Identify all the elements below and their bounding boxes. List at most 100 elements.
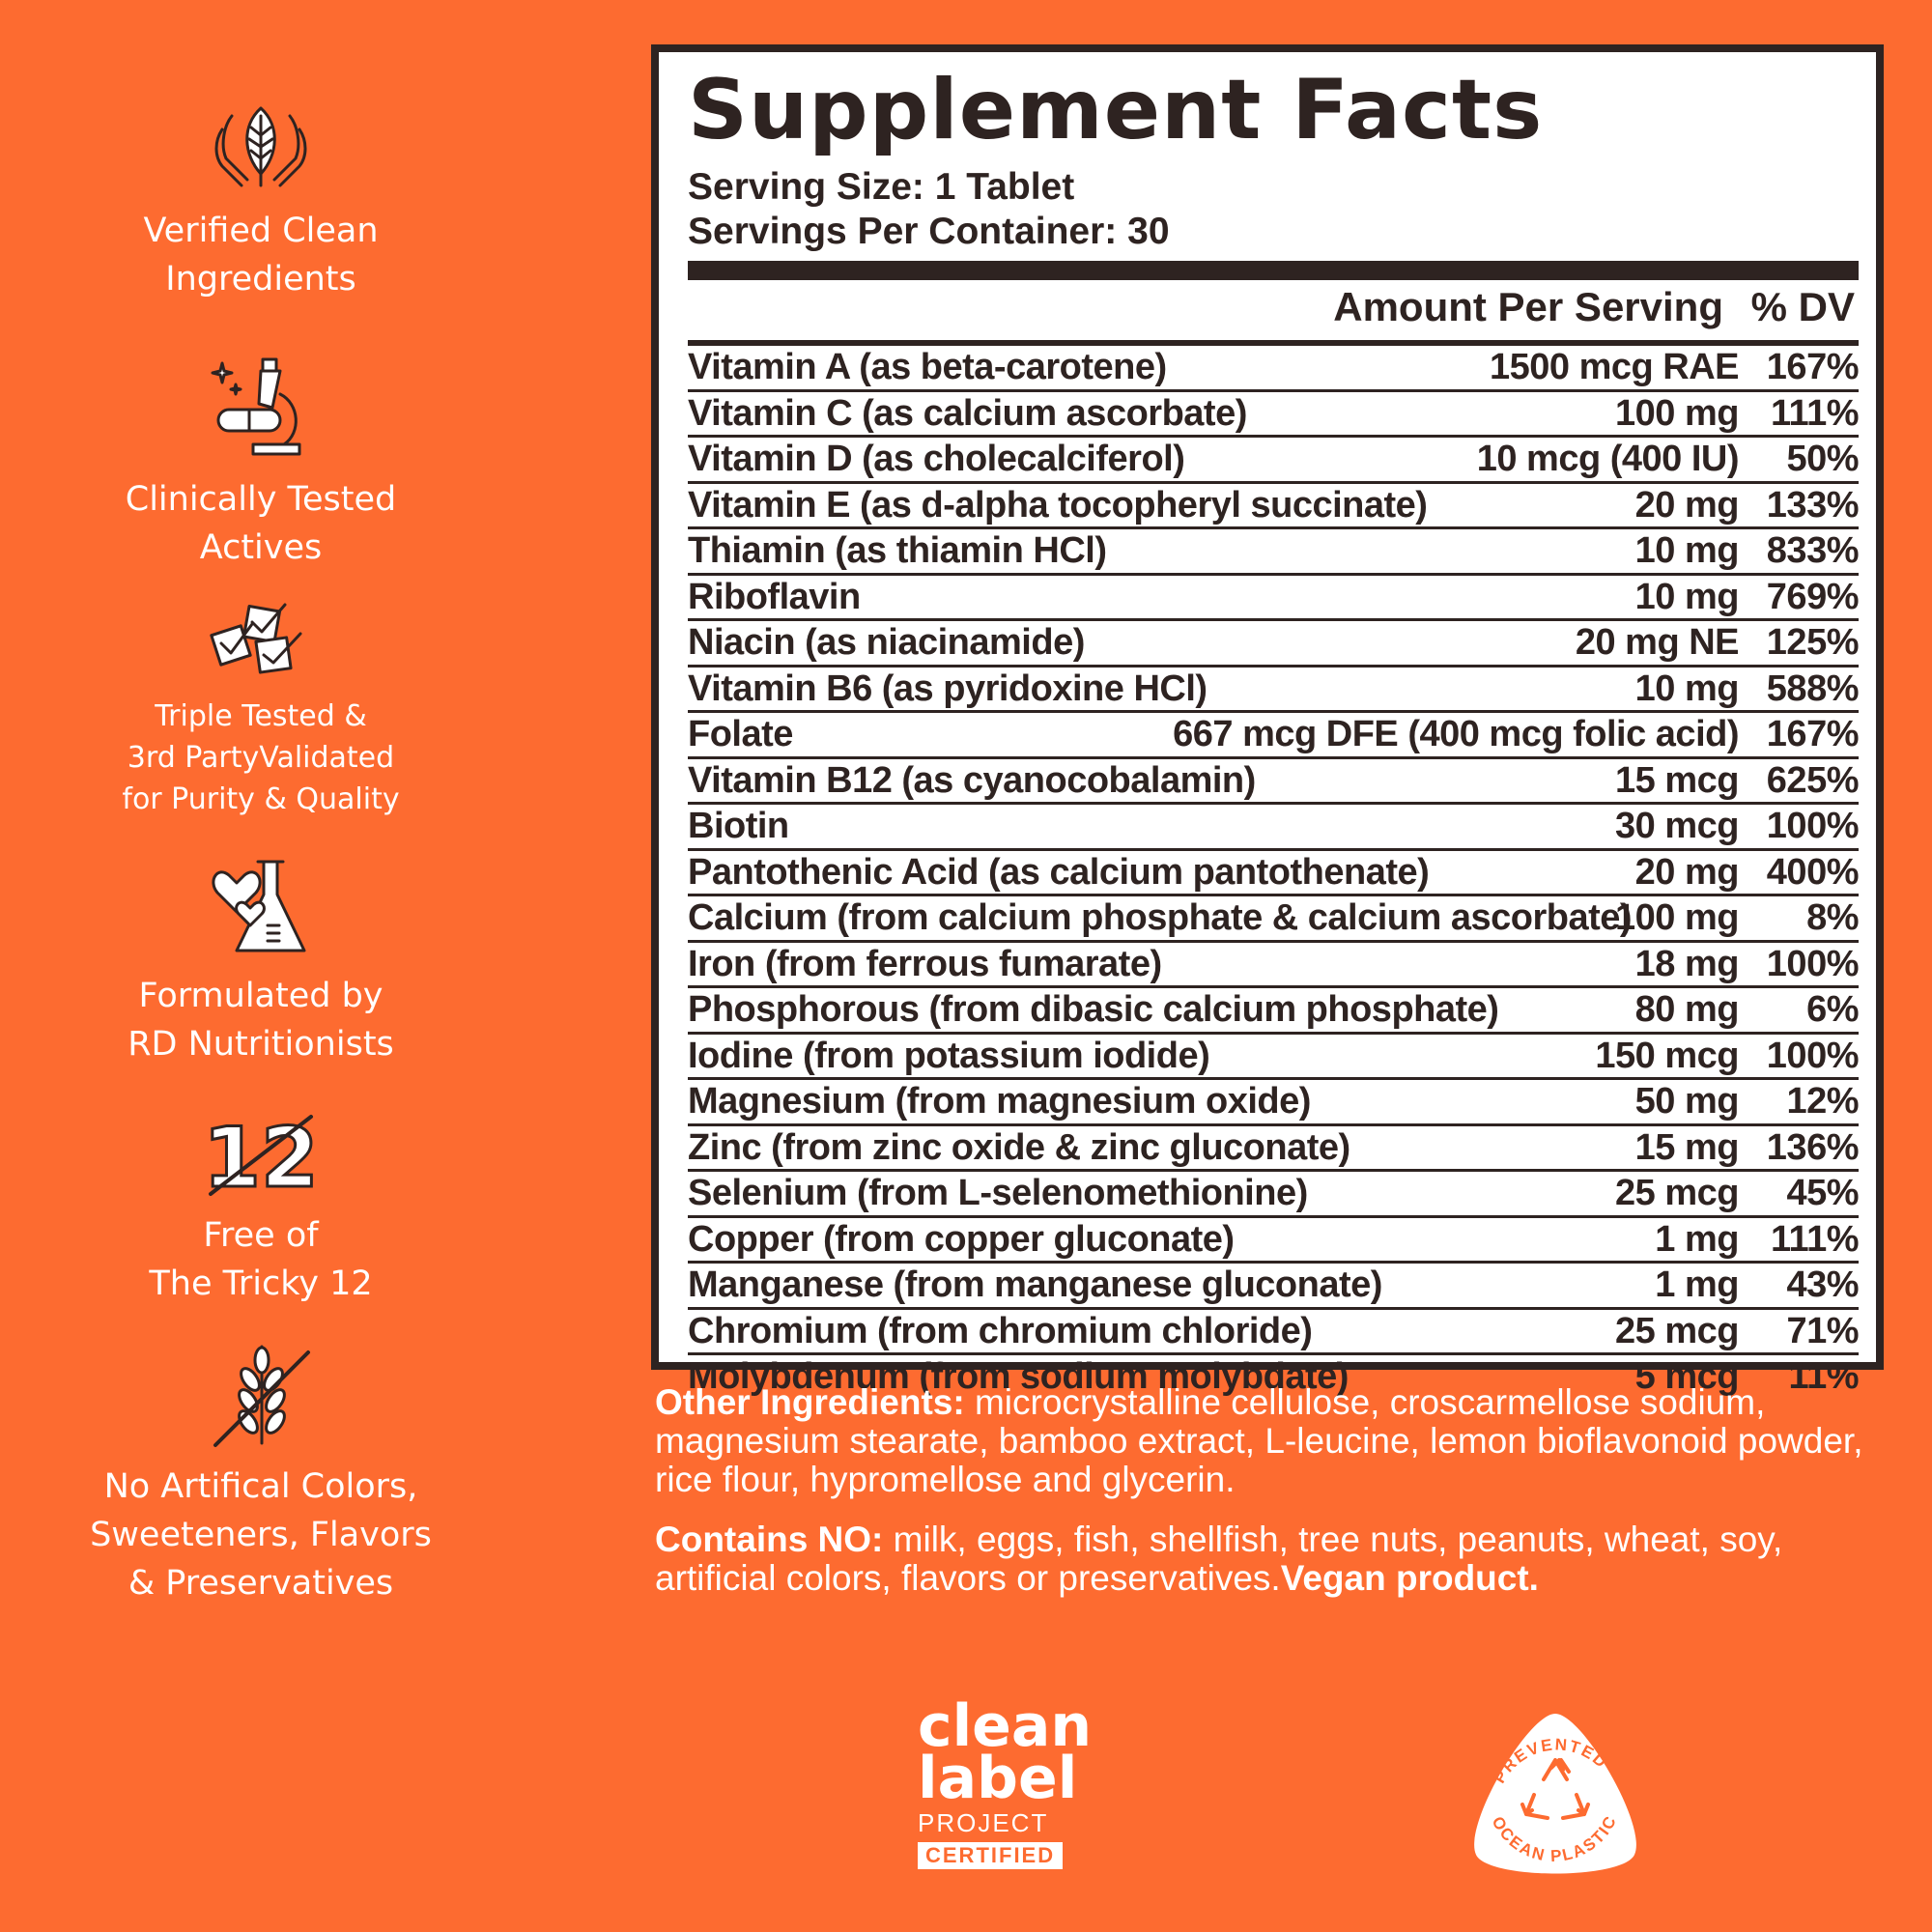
nutrient-amount: 1 mg [1655,1264,1739,1305]
other-ingredients-text: microcrystalline cellulose, croscarmello… [655,1382,1863,1499]
feature-label: Verified Clean Ingredients [143,212,379,298]
nutrient-name: Vitamin B12 (as cyanocobalamin) [688,759,1256,801]
feature-label: Triple Tested & 3rd PartyValidated for P… [122,699,400,816]
nutrient-amount: 20 mg [1634,851,1740,893]
facts-row: Vitamin B12 (as cyanocobalamin) 15 mcg 625… [688,759,1860,805]
facts-row: Pantothenic Acid (as calcium pantothenat… [688,851,1860,896]
facts-row: Zinc (from zinc oxide & zinc gluconate) 1… [688,1126,1860,1172]
nutrient-dv: 625% [1766,759,1860,801]
nutrient-name: Iron (from ferrous fumarate) [688,943,1162,984]
nutrient-amount: 5 mcg [1634,1356,1740,1397]
nutrient-name: Biotin [688,806,789,846]
nutrient-name: Vitamin A (as beta-carotene) [688,347,1167,387]
nutrient-dv: 125% [1766,622,1860,663]
nutrient-amount: 20 mg [1634,484,1740,526]
nutrient-name: Pantothenic Acid (as calcium pantothenat… [688,851,1430,893]
badge-shape [1474,1714,1636,1874]
nutrient-dv: 100% [1766,806,1860,846]
facts-row: Folate 667 mcg DFE (400 mcg folic acid) 16… [688,713,1860,759]
facts-row: Phosphorous (from dibasic calcium phosph… [688,988,1859,1035]
amount-header: Amount Per Serving [1333,284,1723,329]
facts-row: Vitamin B6 (as pyridoxine HCl) 10 mg 588% [688,668,1860,713]
clean-label-word1: clean [918,1692,1093,1760]
nutrient-dv: 588% [1766,668,1860,709]
nutrient-name: Vitamin B6 (as pyridoxine HCl) [688,668,1208,709]
facts-title: Supplement Facts [688,62,1544,158]
nutrient-dv: 100% [1766,1035,1860,1076]
nutrient-dv: 71% [1786,1310,1859,1351]
nutrient-dv: 12% [1786,1081,1859,1122]
facts-row: Copper (from copper gluconate) 1 mg 111% [688,1218,1860,1264]
microscope-pill-icon [211,357,301,456]
facts-row: Niacin (as niacinamide) 20 mg NE 125% [688,621,1860,668]
ocean-plastic-badge: PREVENTED OCEAN PLASTIC [1474,1714,1636,1874]
facts-row: Magnesium (from magnesium oxide) 50 mg 12% [688,1080,1859,1126]
nutrient-dv: 43% [1786,1264,1859,1305]
nutrient-name: Copper (from copper gluconate) [688,1218,1235,1260]
header-divider [688,340,1859,346]
nutrient-dv: 11% [1788,1356,1860,1397]
facts-row: Iodine (from potassium iodide) 150 mcg 100… [688,1035,1860,1080]
feature-label: Formulated by RD Nutritionists [128,977,394,1064]
nutrient-name: Chromium (from chromium chloride) [688,1310,1313,1351]
nutrient-amount: 10 mg [1634,576,1740,617]
clean-label-certified: CERTIFIED [918,1842,1064,1869]
nutrient-dv: 136% [1766,1126,1860,1168]
feature-label: Free of The Tricky 12 [149,1216,373,1303]
nutrient-name: Riboflavin [688,576,861,617]
nutrient-dv: 769% [1766,576,1860,617]
vegan-label: Vegan product. [1280,1558,1539,1598]
clean-label-word2: label [918,1745,1078,1812]
nutrient-name: Molybdenum (from sodium molybdate) [688,1356,1349,1397]
nutrient-amount: 30 mcg [1615,806,1739,846]
facts-row: Vitamin E (as d-alpha tocopheryl succina… [688,484,1860,529]
feature-label: No Artifical Colors, Sweeteners, Flavors… [90,1467,432,1603]
no-wheat-icon [213,1345,310,1447]
nutrient-dv: 400% [1766,851,1860,893]
nutrient-dv: 833% [1766,530,1860,571]
nutrient-name: Magnesium (from magnesium oxide) [688,1081,1311,1122]
nutrient-name: Iodine (from potassium iodide) [688,1035,1210,1076]
nutrient-amount: 25 mcg [1615,1173,1739,1213]
nutrient-dv: 111% [1771,392,1860,434]
nutrient-name: Vitamin D (as cholecalciferol) [688,439,1185,479]
facts-row: Manganese (from manganese gluconate) 1 mg… [688,1264,1859,1310]
thick-divider [688,261,1859,280]
nutrient-amount: 100 mg [1615,897,1739,938]
nutrient-dv: 167% [1766,714,1860,754]
nutrient-amount: 20 mg NE [1575,622,1740,663]
facts-row: Biotin 30 mcg 100% [688,805,1860,851]
nutrient-amount: 150 mcg [1595,1035,1739,1076]
nutrient-dv: 8% [1806,897,1859,938]
contains-no-text: milk, eggs, fish, shellfish, tree nuts, … [655,1520,1783,1598]
hands-leaf-icon [214,106,307,187]
feature-column: Verified Clean Ingredients Clinically Te… [0,0,522,1932]
nutrient-name: Vitamin E (as d-alpha tocopheryl succina… [688,484,1428,526]
facts-row: Calcium (from calcium phosphate & calciu… [688,896,1859,943]
facts-row: Vitamin D (as cholecalciferol) 10 mcg (40… [688,438,1859,484]
nutrient-amount: 15 mg [1634,1126,1740,1168]
feature-no-artificial: No Artifical Colors, Sweeteners, Flavors… [0,1343,522,1607]
facts-table: Vitamin A (as beta-carotene) 1500 mcg RAE… [688,346,1860,1399]
crossed-12-icon: 12 [203,1111,319,1198]
nutrient-dv: 6% [1806,989,1859,1030]
nutrient-amount: 10 mg [1634,668,1740,709]
facts-row: Thiamin (as thiamin HCl) 10 mg 833% [688,529,1860,576]
nutrient-name: Phosphorous (from dibasic calcium phosph… [688,989,1499,1030]
clean-label-project: PROJECT [918,1808,1049,1837]
other-ingredients-label: Other Ingredients: [655,1382,965,1422]
nutrient-dv: 45% [1786,1173,1859,1213]
contains-no: Contains NO: milk, eggs, fish, shellfish… [655,1520,1872,1598]
nutrient-name: Calcium (from calcium phosphate & calciu… [688,897,1633,938]
nutrient-dv: 167% [1766,347,1860,387]
facts-row: Iron (from ferrous fumarate) 18 mg 100% [688,943,1860,988]
heart-flask-icon [212,860,306,952]
feature-label: Clinically Tested Actives [125,480,397,567]
facts-row: Riboflavin 10 mg 769% [688,576,1860,621]
recycle-icon [1520,1758,1590,1820]
nutrient-amount: 50 mg [1634,1081,1740,1122]
facts-row: Vitamin C (as calcium ascorbate) 100 mg 11… [688,392,1860,438]
other-ingredients: Other Ingredients: microcrystalline cell… [655,1383,1872,1499]
nutrient-name: Folate [688,714,793,754]
nutrient-amount: 1 mg [1655,1218,1739,1260]
